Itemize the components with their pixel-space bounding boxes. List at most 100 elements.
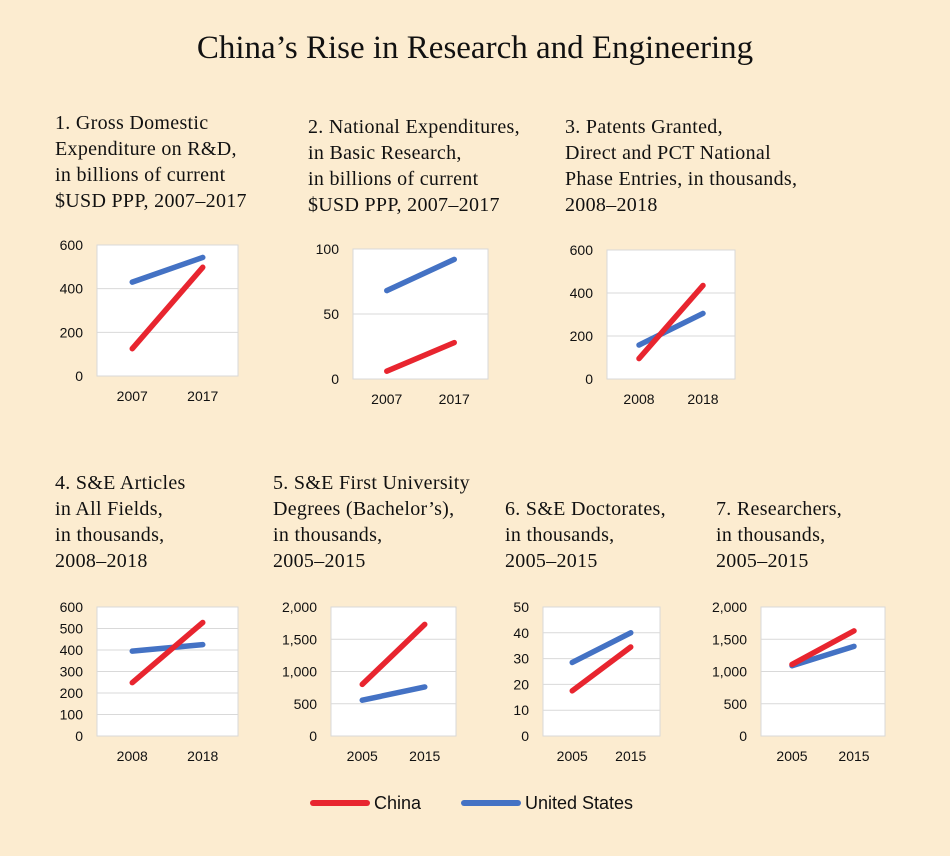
china-series-line xyxy=(129,619,206,686)
y-tick-label: 0 xyxy=(331,371,339,387)
us-series-line xyxy=(359,684,428,703)
title-line: in Basic Research, xyxy=(308,142,462,164)
title-line: $USD PPP, 2007–2017 xyxy=(55,190,247,212)
x-tick-label: 2017 xyxy=(439,391,470,407)
y-tick-label: 0 xyxy=(739,728,747,744)
x-tick-label: 2018 xyxy=(187,748,218,764)
panel-1-title: 1. Gross Domestic Expenditure on R&D, in… xyxy=(55,110,247,214)
x-tick-label: 2015 xyxy=(615,748,646,764)
title-line: 2008–2018 xyxy=(565,194,658,216)
panel-7-title: 7. Researchers, in thousands, 2005–2015 xyxy=(716,496,842,574)
x-tick-label: 2005 xyxy=(557,748,588,764)
x-tick-label: 2008 xyxy=(117,748,148,764)
us-series-line xyxy=(129,254,206,285)
title-line: in billions of current xyxy=(308,168,479,190)
y-tick-label: 500 xyxy=(60,621,84,637)
legend-us-label: United States xyxy=(525,792,634,813)
x-tick-label: 2015 xyxy=(838,748,869,764)
y-tick-label: 400 xyxy=(60,642,84,658)
title-line: Expenditure on R&D, xyxy=(55,138,237,160)
y-tick-label: 400 xyxy=(60,281,84,297)
y-tick-label: 100 xyxy=(60,707,84,723)
us-series-line xyxy=(569,630,634,666)
panel-3-title: 3. Patents Granted, Direct and PCT Natio… xyxy=(565,114,797,218)
title-line: 2005–2015 xyxy=(273,550,366,572)
title-line: 6. S&E Doctorates, xyxy=(505,498,666,520)
y-tick-label: 600 xyxy=(60,599,84,615)
y-tick-label: 2,000 xyxy=(282,599,317,615)
china-series-line xyxy=(129,264,206,352)
title-line: in thousands, xyxy=(55,524,165,546)
y-tick-label: 30 xyxy=(513,651,529,667)
y-tick-label: 50 xyxy=(513,599,529,615)
title-line: 1. Gross Domestic xyxy=(55,112,209,134)
title-line: $USD PPP, 2007–2017 xyxy=(308,194,500,216)
title-line: in thousands, xyxy=(716,524,826,546)
y-tick-label: 1,500 xyxy=(712,631,747,647)
y-tick-label: 0 xyxy=(75,368,83,384)
title-line: Phase Entries, in thousands, xyxy=(565,168,798,190)
title-line: in thousands, xyxy=(505,524,615,546)
panel-4-title: 4. S&E Articles in All Fields, in thousa… xyxy=(55,470,186,574)
y-tick-label: 400 xyxy=(570,285,594,301)
x-tick-label: 2015 xyxy=(409,748,440,764)
legend-us-swatch xyxy=(461,800,521,806)
legend: China xyxy=(310,790,421,816)
x-tick-label: 2005 xyxy=(776,748,807,764)
us-series-line xyxy=(129,641,206,654)
y-tick-label: 20 xyxy=(513,676,529,692)
title-line: Degrees (Bachelor’s), xyxy=(273,498,455,520)
x-tick-label: 2018 xyxy=(687,391,718,407)
title-line: 5. S&E First University xyxy=(273,472,470,494)
us-series-line xyxy=(636,310,706,348)
y-tick-label: 40 xyxy=(513,625,529,641)
y-tick-label: 2,000 xyxy=(712,599,747,615)
us-series-line xyxy=(384,256,457,294)
us-series-line xyxy=(789,643,857,669)
y-tick-label: 0 xyxy=(309,728,317,744)
title-line: 2005–2015 xyxy=(505,550,598,572)
china-series-line xyxy=(359,621,428,688)
title-line: 7. Researchers, xyxy=(716,498,843,520)
y-tick-label: 0 xyxy=(75,728,83,744)
x-tick-label: 2007 xyxy=(117,388,148,404)
y-tick-label: 200 xyxy=(570,328,594,344)
china-series-line xyxy=(384,339,457,374)
y-tick-label: 1,000 xyxy=(712,664,747,680)
y-tick-label: 100 xyxy=(316,241,340,257)
y-tick-label: 300 xyxy=(60,664,84,680)
title-line: Direct and PCT National xyxy=(565,142,771,164)
y-tick-label: 200 xyxy=(60,324,84,340)
title-line: in billions of current xyxy=(55,164,226,186)
y-tick-label: 500 xyxy=(724,696,748,712)
china-series-line xyxy=(789,628,857,668)
y-tick-label: 600 xyxy=(570,242,594,258)
title-line: 3. Patents Granted, xyxy=(565,116,723,138)
title-line: 2008–2018 xyxy=(55,550,148,572)
panel-5-title: 5. S&E First University Degrees (Bachelo… xyxy=(273,470,470,574)
title-line: 2. National Expenditures, xyxy=(308,116,520,138)
china-series-line xyxy=(569,644,634,694)
y-tick-label: 10 xyxy=(513,702,529,718)
x-tick-label: 2005 xyxy=(347,748,378,764)
title-line: in All Fields, xyxy=(55,498,164,520)
legend-us: United States xyxy=(461,790,633,816)
y-tick-label: 0 xyxy=(521,728,529,744)
x-tick-label: 2017 xyxy=(187,388,218,404)
plot-area-3 xyxy=(606,249,736,380)
title-line: 4. S&E Articles xyxy=(55,472,186,494)
y-tick-label: 50 xyxy=(323,306,339,322)
legend-china-label: China xyxy=(374,792,422,813)
title-line: in thousands, xyxy=(273,524,383,546)
panel-6-title: 6. S&E Doctorates, in thousands, 2005–20… xyxy=(505,496,666,574)
title-line: 2005–2015 xyxy=(716,550,809,572)
panel-2-title: 2. National Expenditures, in Basic Resea… xyxy=(308,114,520,218)
x-tick-label: 2008 xyxy=(623,391,654,407)
y-tick-label: 0 xyxy=(585,371,593,387)
legend-china-swatch xyxy=(310,800,370,806)
y-tick-label: 1,500 xyxy=(282,631,317,647)
y-tick-label: 500 xyxy=(294,696,318,712)
page-title: China’s Rise in Research and Engineering xyxy=(196,30,754,66)
china-series-line xyxy=(636,282,706,362)
